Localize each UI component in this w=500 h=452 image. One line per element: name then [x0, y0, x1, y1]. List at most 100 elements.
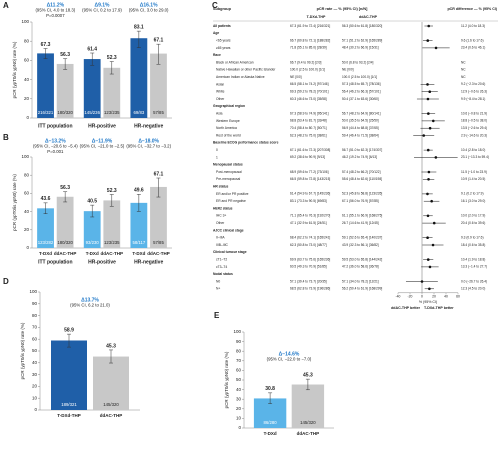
difference-cell: 12.9 (−0.6 to 26.3) — [461, 90, 487, 94]
point-estimate — [426, 39, 430, 42]
rate-cell: 55.6 (48.4 to 62.6) [110/198] — [342, 177, 382, 181]
value-label: 49.6 — [134, 188, 144, 194]
y-tick-label: 100 — [21, 154, 29, 159]
count-label: 86/280 — [264, 420, 278, 425]
x-tick-label: -40 — [396, 295, 401, 299]
difference-cell: 10.6 (−0.8 to 21.9) — [461, 111, 487, 115]
bar — [83, 211, 101, 248]
y-tick-label: 40 — [236, 387, 242, 392]
rate-cell: 26.7 (14.6 to 41.9) [12/45] — [342, 221, 379, 225]
annotation: P=0.001 — [47, 149, 64, 154]
difference-cell: NC — [461, 68, 466, 72]
difference-cell: 10.4 (2.8 to 18.0) — [461, 148, 485, 152]
rate-cell: 60.5 (49.3 to 70.9) [51/85] — [290, 265, 327, 269]
point-estimate — [426, 97, 430, 101]
header: pCR rate — % (95% CI) [n/N] — [317, 7, 369, 11]
rate-cell: 67.1 (61.6 to 72.3) [207/308] — [290, 148, 330, 152]
annotation: Δ16.1% — [140, 2, 158, 8]
point-estimate — [427, 112, 430, 115]
rate-cell: 50.0 (35.5 to 64.5) [25/50] — [342, 119, 379, 123]
subgroup-label: American Indian or Alaska Native — [216, 75, 265, 79]
x-tick-label: ddAC-THP — [54, 251, 77, 256]
rate-cell: 47.2 (36.0 to 58.6) [36/78] — [342, 265, 379, 269]
y-tick-label: 0 — [34, 407, 37, 412]
panel-label: B — [3, 133, 9, 142]
difference-cell: 23.1 (−13.3 to 59.4) — [461, 155, 489, 159]
rate-cell: 50.4 (37.1 to 63.6) [30/60] — [342, 97, 379, 101]
y-tick-label: 20 — [236, 406, 242, 411]
y-axis-title: pCR (ypT0/is ypN0) rate (%) — [12, 41, 17, 98]
x-tick-label: 0 — [421, 295, 423, 299]
value-label: 67.1 — [154, 38, 164, 44]
bar — [83, 59, 101, 118]
annotation: (95% CI, 6.2 to 21.0) — [70, 303, 110, 308]
count-label: 69/83 — [133, 110, 144, 115]
x-tick-label: ddAC-THP — [100, 413, 123, 418]
subgroup-label: Other — [216, 221, 225, 225]
rate-cell: 56.7 (48.2 to 64.9) [80/141] — [342, 111, 381, 115]
y-tick-label: 100 — [21, 19, 29, 24]
y-tick-label: 50 — [32, 348, 38, 353]
point-estimate — [426, 236, 429, 239]
point-estimate — [431, 119, 435, 123]
rate-cell: 57.4 (48.2 to 66.2) [70/122] — [342, 170, 381, 174]
value-label: 67.3 — [41, 42, 51, 48]
bar — [103, 67, 121, 118]
rate-cell: 66.5 (59.8 to 72.8) [143/215] — [290, 177, 330, 181]
rate-cell: NE [0/0] — [290, 75, 302, 79]
count-label: 180/320 — [57, 110, 73, 115]
group-label: HR-negative — [134, 123, 163, 129]
difference-cell: 9.9 (−8.4 to 28.1) — [461, 97, 485, 101]
header: pCR difference — % (95% CI) — [447, 7, 497, 11]
rate-cell: 62.3 (50.8 to 73.0) [48/77] — [290, 243, 327, 247]
x-tick-label: ddAC-THP — [297, 431, 320, 436]
y-axis-title: pCR (ypT0/is ypN0) rate (%) — [224, 351, 229, 408]
point-estimate — [428, 265, 432, 269]
bar — [103, 200, 121, 248]
count-label: 123/235 — [104, 110, 120, 115]
bar — [150, 186, 167, 248]
rate-cell: 68.4 (62.2 to 74.1) [165/241] — [290, 236, 330, 240]
point-estimate — [428, 90, 432, 93]
y-tick-label: 40 — [24, 77, 30, 82]
subgroup-label: All patients — [213, 24, 231, 28]
group-label: HR-negative — [134, 259, 163, 265]
y-tick-label: 10 — [236, 416, 242, 421]
rate-cell: 48.4 (30.2 to 66.9) [15/31] — [342, 46, 379, 50]
y-tick-label: 40 — [24, 209, 30, 214]
difference-cell: 9.6 (1.6 to 17.6) — [461, 38, 484, 42]
annotation: Δ13.7% — [81, 297, 99, 303]
y-tick-label: 100 — [29, 289, 37, 294]
count-label: 180/320 — [57, 240, 73, 245]
subgroup-label: Rest of the world — [216, 133, 241, 137]
difference-cell: 18.8 (−0.5 to 38.0) — [461, 119, 487, 123]
difference-cell: 13.3 (−1.4 to 27.7) — [461, 265, 487, 269]
subgroup-label: Asia — [216, 111, 223, 115]
subgroup-label: II–IIIA — [216, 236, 225, 240]
bar — [150, 53, 167, 118]
y-tick-label: 70 — [236, 358, 242, 363]
rate-cell: 67.1 (56.0 to 76.9) [57/85] — [342, 199, 379, 203]
subgroup-label: 0 — [216, 148, 218, 152]
point-estimate — [434, 156, 438, 159]
x-tick-label: 40 — [444, 295, 448, 299]
count-label: 93/230 — [86, 240, 100, 245]
subgroup-label: cT1–T2 — [216, 257, 227, 261]
count-label: 123/282 — [38, 240, 54, 245]
subgroup-header: HER2 status — [213, 206, 233, 210]
rate-cell: 59.5 (53.0 to 65.8) [144/242] — [342, 257, 382, 261]
count-label: 58/117 — [132, 240, 145, 245]
point-estimate — [427, 178, 430, 181]
x-tick-label: -20 — [408, 295, 413, 299]
group-label: ITT population — [38, 123, 72, 129]
rate-cell: 61.1 (55.1 to 66.9) [168/275] — [342, 214, 382, 218]
rate-cell: 67.3 (58.9 to 74.9) [95/141] — [290, 111, 329, 115]
rate-cell: 61.4 (54.9 to 67.7) [145/236] — [290, 192, 330, 196]
bar — [130, 38, 148, 118]
subgroup-label: N+ — [216, 287, 220, 291]
difference-cell: 9.1 (0.2 to 17.9) — [461, 192, 484, 196]
difference-cell: 23.4 (0.6 to 46.1) — [461, 46, 485, 50]
annotation: (95% CI, −32.7 to −3.2) — [126, 144, 171, 149]
rate-cell: 69.3 (59.2 to 78.2) [70/101] — [290, 90, 329, 94]
